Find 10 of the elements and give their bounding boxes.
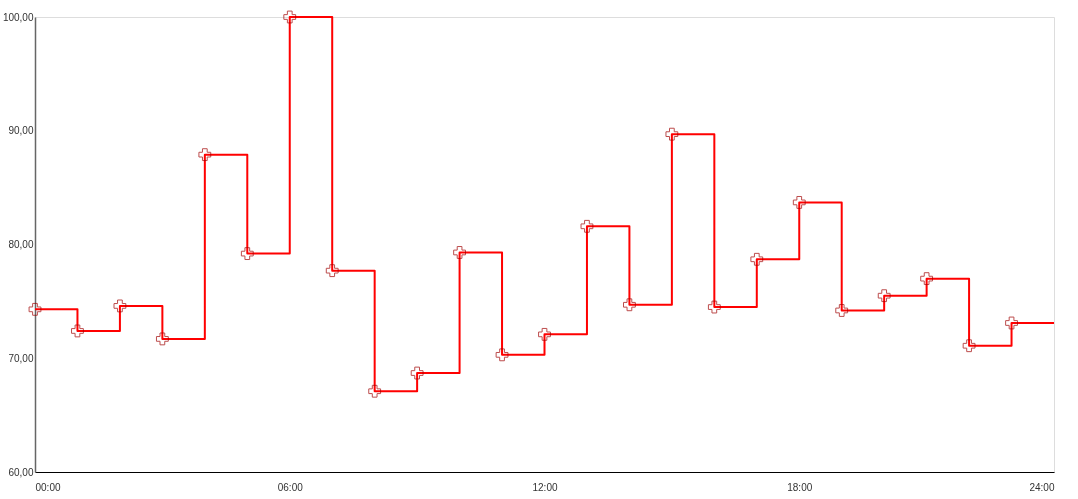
y-tick-label: 70,00 [8, 352, 34, 364]
y-tick-label: 100,00 [2, 11, 34, 23]
x-tick-label: 12:00 [532, 481, 558, 493]
x-tick-label: 18:00 [787, 481, 813, 493]
y-tick-label: 80,00 [8, 239, 34, 250]
y-tick-label: 90,00 [8, 125, 34, 137]
x-tick-label: 24:00 [1029, 481, 1055, 493]
y-tick-label: 60,00 [8, 466, 34, 478]
x-tick-label: 00:00 [35, 481, 61, 493]
x-tick-label: 06:00 [277, 481, 304, 493]
